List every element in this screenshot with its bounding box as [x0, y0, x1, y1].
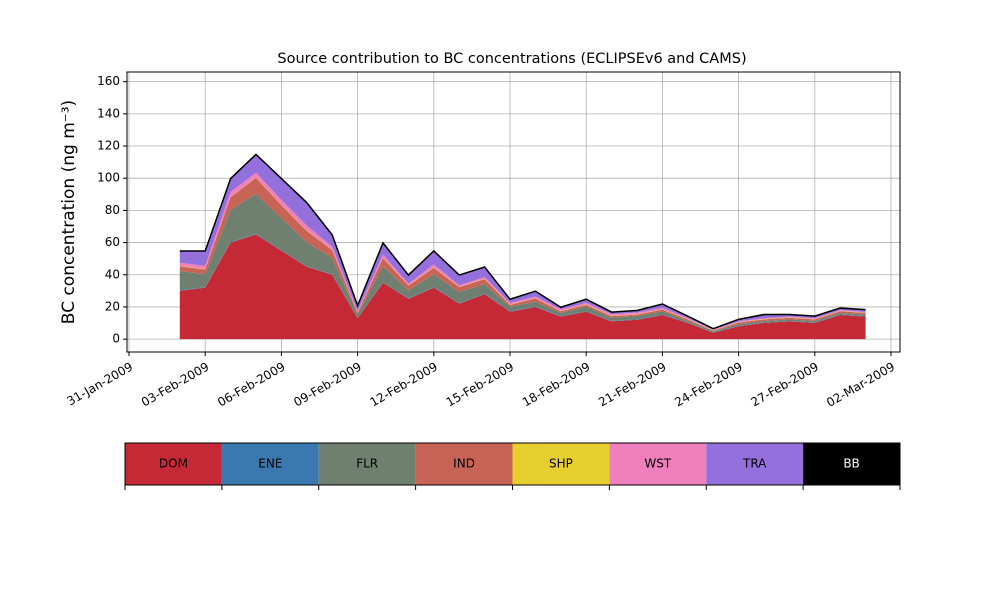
y-tick-label: 100	[97, 171, 120, 185]
y-tick-label: 80	[105, 203, 120, 217]
y-tick-label: 140	[97, 106, 120, 120]
x-tick-label: 15-Feb-2009	[444, 360, 517, 410]
axes: 0 20 40 60 80 100 120 140 160 31-Jan-2009 03-Feb-2…	[64, 74, 897, 410]
legend-label: DOM	[159, 457, 188, 471]
area	[179, 234, 866, 340]
y-tick-label: 20	[105, 299, 120, 313]
y-tick-label: 160	[97, 74, 120, 88]
areas	[179, 153, 866, 340]
chart-title: Source contribution to BC concentrations…	[277, 51, 746, 67]
legend-label: IND	[453, 457, 475, 471]
legend-label: SHP	[549, 457, 573, 471]
plot-frame	[126, 71, 901, 353]
legend-swatch	[706, 443, 804, 485]
x-tick-label: 21-Feb-2009	[596, 360, 669, 410]
legend-label: ENE	[258, 457, 282, 471]
y-tick-label: 40	[105, 267, 120, 281]
legend-swatch	[221, 443, 319, 485]
legend-swatch	[415, 443, 513, 485]
legend-frame	[124, 442, 901, 486]
legend-label: FLR	[356, 457, 378, 471]
area	[179, 193, 866, 333]
x-tick-label: 03-Feb-2009	[139, 360, 212, 410]
legend-swatch	[609, 443, 707, 485]
y-tick-label: 0	[112, 332, 120, 346]
area	[179, 154, 866, 330]
x-tick-label: 02-Mar-2009	[824, 360, 897, 410]
legend-label: TRA	[742, 457, 767, 471]
y-tick-label: 120	[97, 139, 120, 153]
legend-swatch	[512, 443, 610, 485]
legend-label: WST	[644, 457, 671, 471]
legend: DOM ENE FLR IND SHP WST TRA BB	[124, 442, 901, 490]
legend-swatch	[318, 443, 416, 485]
legend-swatch	[125, 443, 222, 485]
x-tick-label: 12-Feb-2009	[367, 360, 440, 410]
x-tick-label: 18-Feb-2009	[520, 360, 593, 410]
x-tick-label: 06-Feb-2009	[215, 360, 288, 410]
x-tick-label: 31-Jan-2009	[64, 360, 135, 409]
total-line	[179, 153, 866, 330]
legend-swatch	[803, 443, 900, 485]
legend-label: BB	[843, 457, 859, 471]
x-tick-label: 09-Feb-2009	[291, 360, 364, 410]
y-tick-label: 60	[105, 235, 120, 249]
x-tick-label: 27-Feb-2009	[748, 360, 821, 410]
y-axis-label: BC concentration (ng m⁻³)	[59, 100, 79, 324]
x-tick-label: 24-Feb-2009	[672, 360, 745, 410]
area	[179, 177, 866, 332]
